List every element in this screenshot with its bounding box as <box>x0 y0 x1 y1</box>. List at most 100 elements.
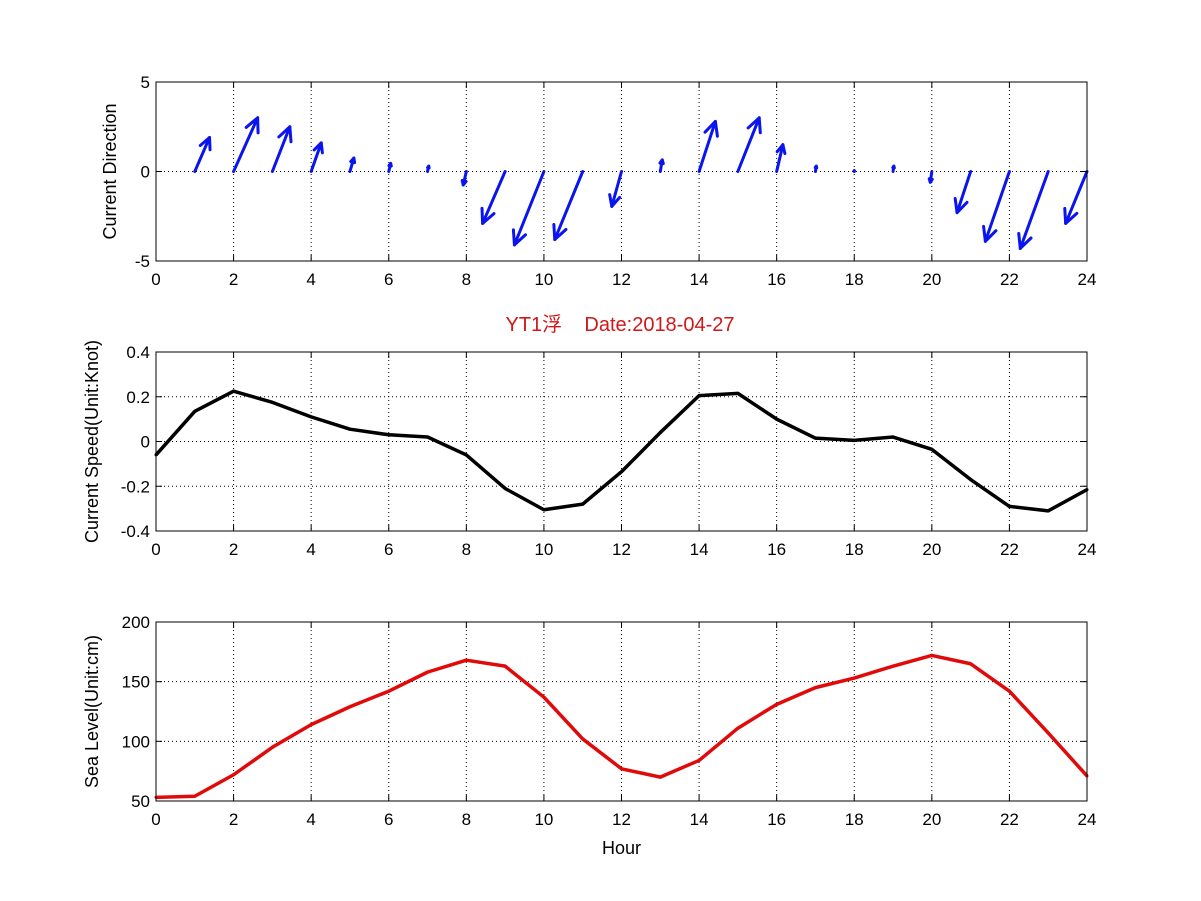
data-point <box>620 767 623 771</box>
x-tick-label: 0 <box>151 810 160 829</box>
arrow-head <box>387 161 393 168</box>
y-axis-label: Sea Level(Unit:cm) <box>82 635 102 788</box>
data-point <box>1007 504 1011 508</box>
arrow-head <box>511 228 528 247</box>
x-tick-label: 22 <box>1000 540 1019 559</box>
arrow-head <box>813 164 819 170</box>
direction-arrow <box>697 119 719 173</box>
y-tick-label: -5 <box>135 252 150 271</box>
x-tick-label: 16 <box>767 810 786 829</box>
x-tick-label: 12 <box>612 810 631 829</box>
data-point <box>309 415 313 419</box>
direction-arrow <box>309 141 324 173</box>
direction-arrow <box>982 170 1011 243</box>
data-point <box>503 486 507 490</box>
y-tick-label: 200 <box>122 613 150 632</box>
data-point <box>464 658 468 662</box>
arrow-shaft <box>309 141 323 173</box>
arrow-head <box>277 125 293 144</box>
x-tick-label: 4 <box>306 540 315 559</box>
direction-arrow <box>552 170 585 242</box>
x-tick-label: 22 <box>1000 270 1019 289</box>
data-point <box>658 775 662 779</box>
x-tick-label: 0 <box>151 270 160 289</box>
y-tick-label: 0 <box>141 433 150 452</box>
x-tick-label: 16 <box>767 270 786 289</box>
data-point <box>387 433 391 437</box>
data-point <box>581 737 585 741</box>
arrow-head <box>891 164 896 170</box>
direction-arrow <box>460 170 468 187</box>
direction-arrow <box>608 170 623 208</box>
data-point <box>813 436 817 440</box>
direction-arrow <box>1017 170 1050 250</box>
data-point <box>852 438 856 442</box>
data-point <box>697 394 701 398</box>
data-point <box>697 758 701 762</box>
data-point <box>464 453 468 457</box>
data-point <box>736 391 740 395</box>
direction-arrow <box>387 161 393 173</box>
data-point <box>348 427 352 431</box>
data-point <box>387 689 391 693</box>
direction-arrow <box>480 170 507 225</box>
direction-arrow <box>775 143 787 173</box>
arrow-head <box>460 178 468 187</box>
arrow-shaft <box>270 125 292 173</box>
y-tick-label: -0.4 <box>121 522 150 541</box>
data-point <box>1007 689 1011 693</box>
direction-arrow <box>426 164 431 173</box>
x-tick-label: 6 <box>384 270 393 289</box>
data-point <box>813 686 817 690</box>
data-point <box>309 723 313 727</box>
data-point <box>581 502 585 506</box>
x-tick-label: 6 <box>384 540 393 559</box>
arrow-head <box>1017 232 1033 250</box>
y-tick-label: 150 <box>122 673 150 692</box>
x-tick-label: 24 <box>1078 270 1097 289</box>
direction-arrow <box>232 116 260 173</box>
arrow-head <box>244 116 260 135</box>
direction-arrow <box>511 170 546 247</box>
x-tick-label: 10 <box>534 810 553 829</box>
direction-arrow <box>891 164 896 173</box>
data-point <box>775 417 779 421</box>
arrow-shaft <box>481 170 507 225</box>
x-tick-label: 16 <box>767 540 786 559</box>
data-point <box>348 705 352 709</box>
data-point <box>891 664 895 668</box>
x-tick-label: 8 <box>462 270 471 289</box>
x-tick-label: 18 <box>845 540 864 559</box>
x-tick-label: 2 <box>229 540 238 559</box>
arrow-head <box>426 164 431 170</box>
arrow-head <box>927 177 934 184</box>
arrow-shaft <box>1018 170 1050 250</box>
x-axis-label: Hour <box>602 838 641 858</box>
arrow-shaft <box>512 170 546 247</box>
arrow-head <box>746 116 762 135</box>
arrow-head <box>953 196 969 215</box>
x-tick-label: 14 <box>690 540 709 559</box>
data-point <box>232 773 236 777</box>
x-tick-label: 0 <box>151 540 160 559</box>
x-tick-label: 2 <box>229 270 238 289</box>
data-point <box>270 400 274 404</box>
data-point <box>852 676 856 680</box>
chart-title: YT1浮 Date:2018-04-27 <box>505 313 734 336</box>
direction-arrow <box>927 170 934 184</box>
y-axis-label: Current Speed(Unit:Knot) <box>82 340 102 543</box>
arrow-head <box>982 224 998 243</box>
x-tick-label: 2 <box>229 810 238 829</box>
y-tick-label: 0 <box>141 163 150 182</box>
arrow-shaft <box>553 170 585 242</box>
x-tick-label: 20 <box>922 270 941 289</box>
data-point <box>426 670 430 674</box>
x-tick-label: 24 <box>1078 540 1097 559</box>
x-tick-label: 20 <box>922 810 941 829</box>
direction-arrow <box>953 170 973 215</box>
data-point <box>620 470 623 474</box>
arrow-head <box>480 206 496 225</box>
x-tick-label: 8 <box>462 810 471 829</box>
